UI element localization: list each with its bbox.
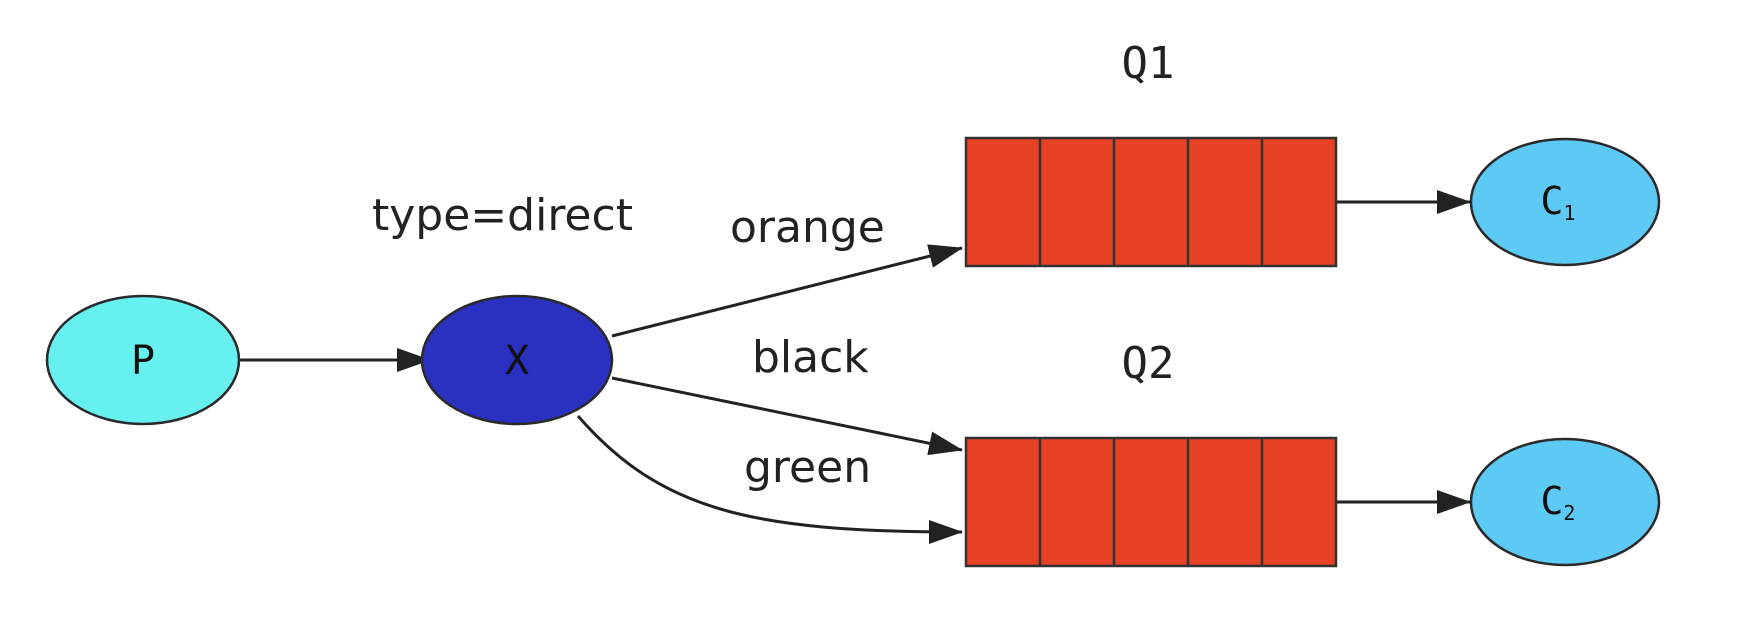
exchange-ellipse [420, 294, 614, 426]
consumer2-node: C2 [1469, 437, 1661, 567]
edge-green-binding [576, 415, 963, 544]
queue-q2-box [964, 436, 1338, 568]
consumer2-letter: C [1541, 479, 1564, 523]
consumer2-subscript: 2 [1563, 501, 1575, 525]
binding-label-orange: orange [730, 202, 885, 253]
exchange-label: X [505, 338, 529, 384]
exchange-type-label: type=direct [372, 190, 633, 241]
binding-label-green: green [744, 442, 871, 493]
consumer2-label: C2 [1541, 479, 1576, 525]
consumer1-label: C1 [1541, 179, 1576, 225]
exchange-node: X [420, 294, 614, 426]
queue-q1-box [964, 136, 1338, 268]
queue-q2-label: Q2 [1122, 338, 1175, 389]
consumer1-ellipse [1469, 137, 1661, 267]
queue-q1: Q1 [964, 38, 1338, 268]
producer-ellipse [45, 294, 241, 426]
consumer1-letter: C [1541, 179, 1564, 223]
producer-node: P [45, 294, 241, 426]
consumer1-subscript: 1 [1563, 201, 1575, 225]
edge-black-binding [611, 376, 963, 456]
consumer1-node: C1 [1469, 137, 1661, 267]
edge-orange-binding [611, 244, 963, 338]
consumer2-ellipse [1469, 437, 1661, 567]
binding-label-black: black [752, 332, 869, 383]
producer-label: P [131, 338, 155, 384]
queue-q1-label: Q1 [1122, 38, 1175, 89]
queue-q2: Q2 [964, 338, 1338, 568]
